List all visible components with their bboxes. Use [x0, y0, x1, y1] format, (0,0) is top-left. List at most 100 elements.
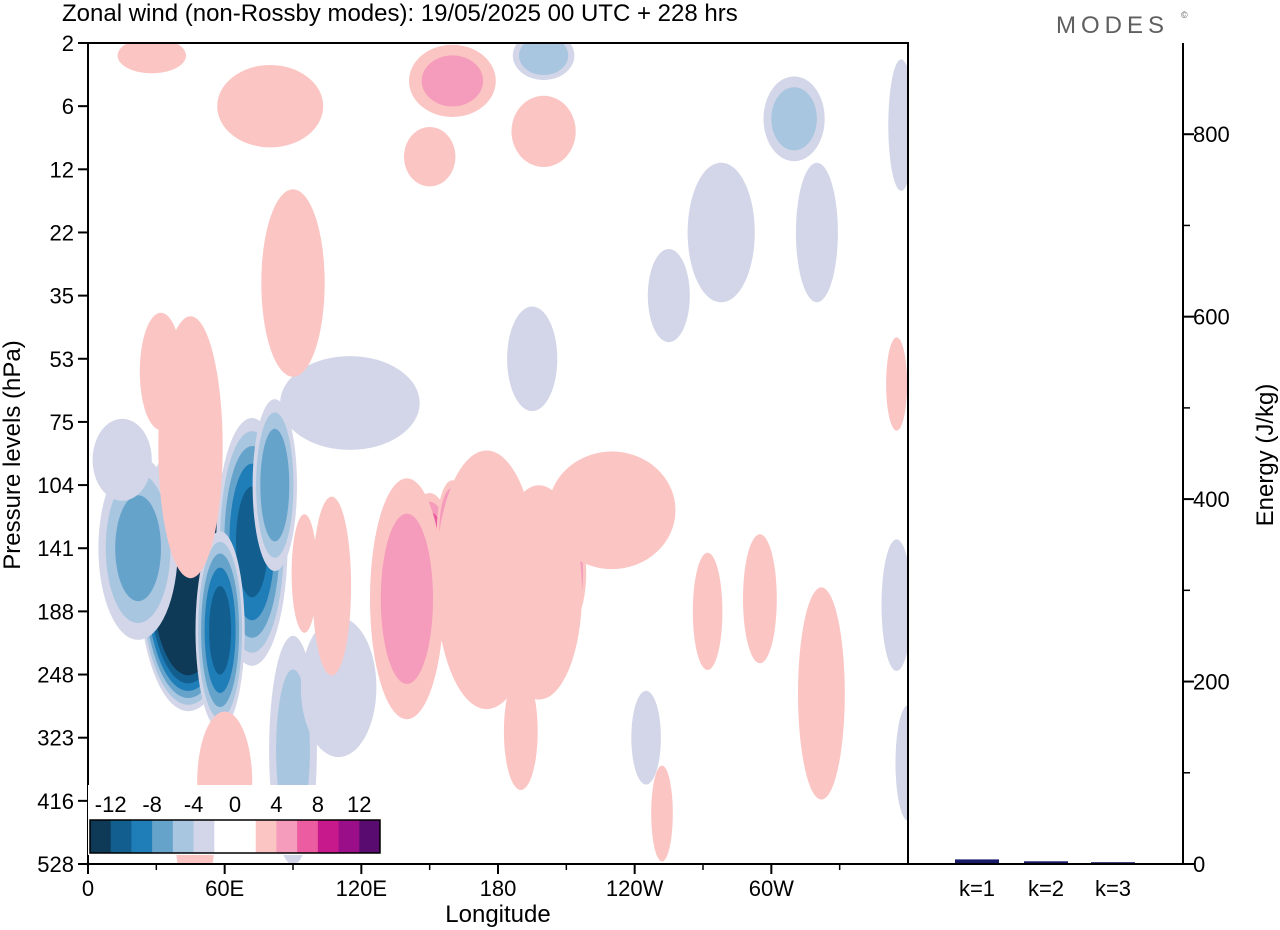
wind-contour — [404, 127, 456, 187]
colorbar-swatch — [172, 820, 195, 853]
wind-contour — [881, 539, 908, 671]
wind-contour — [507, 306, 558, 412]
wind-contour — [743, 534, 777, 664]
colorbar-label: -12 — [95, 792, 127, 817]
wind-contour — [291, 514, 318, 633]
wind-contour — [92, 418, 152, 501]
energy-bar — [1024, 861, 1068, 864]
y-tick-label: 104 — [37, 473, 74, 498]
logo-copyright-mark: © — [1181, 10, 1188, 20]
colorbar-label: 12 — [347, 792, 371, 817]
colorbar: -12 -8 -4 0 4 8 12 — [88, 785, 382, 855]
colorbar-swatch — [317, 820, 340, 853]
wind-contour — [117, 43, 186, 74]
colorbar-swatch — [297, 820, 319, 853]
chart-title: Zonal wind (non-Rossby modes): 19/05/202… — [62, 0, 738, 27]
y-tick-label: 12 — [50, 157, 74, 182]
colorbar-swatch — [235, 820, 257, 853]
wind-contour — [647, 249, 690, 343]
wind-contour — [888, 59, 908, 191]
wind-contour — [771, 87, 817, 151]
energy-axis-label: Energy (J/kg) — [1252, 384, 1279, 527]
wind-contour — [631, 690, 661, 785]
wind-contour — [139, 312, 182, 430]
colorbar-swatch — [276, 820, 298, 853]
wind-contour — [692, 552, 723, 671]
x-axis-label: Longitude — [445, 901, 550, 928]
y-tick-label: 416 — [37, 789, 74, 814]
y-tick-label: 35 — [50, 284, 74, 309]
wind-contour — [687, 162, 755, 303]
energy-bar — [955, 859, 999, 864]
x-tick-label: 60W — [749, 876, 794, 901]
wind-contour — [511, 95, 576, 167]
colorbar-label: -4 — [184, 792, 204, 817]
energy-tick-label: 800 — [1193, 122, 1230, 147]
heatmap-panel: 0 60E 120E 180 120W 60W 2 6 12 22 35 53 75 104 141 188… — [0, 31, 909, 928]
colorbar-label: -8 — [142, 792, 162, 817]
x-axis: 0 60E 120E 180 120W 60W — [82, 864, 841, 901]
wind-contour — [519, 43, 569, 76]
wind-field — [92, 43, 908, 864]
wind-contour — [886, 337, 908, 431]
colorbar-swatch — [359, 820, 381, 853]
energy-tick-label: 200 — [1193, 670, 1230, 695]
colorbar-swatch — [90, 820, 112, 853]
energy-axis: 0 200 400 600 800 — [1183, 122, 1230, 877]
y-axis-label: Pressure levels (hPa) — [0, 340, 26, 569]
wind-contour — [798, 587, 845, 800]
energy-panel: k=1 k=2 k=3 0 200 400 600 800 Energy (J/kg) — [908, 43, 1279, 901]
y-tick-label: 6 — [62, 94, 74, 119]
colorbar-label: 8 — [312, 792, 324, 817]
colorbar-label: 0 — [229, 792, 241, 817]
colorbar-swatch — [255, 820, 277, 853]
y-tick-label: 141 — [37, 536, 74, 561]
wind-contour — [795, 162, 838, 303]
y-axis: 2 6 12 22 35 53 75 104 141 188 248 323 416 528 — [37, 31, 88, 877]
wind-contour — [280, 356, 420, 450]
wind-contour — [209, 586, 232, 675]
x-tick-label: 120E — [336, 876, 387, 901]
wind-contour — [503, 672, 538, 791]
wind-contour — [260, 428, 290, 542]
y-tick-label: 75 — [50, 410, 74, 435]
x-tick-label: 0 — [82, 876, 94, 901]
energy-tick-label: 400 — [1193, 487, 1230, 512]
field-layer — [92, 43, 908, 864]
colorbar-swatch — [131, 820, 153, 853]
colorbar-label: 4 — [270, 792, 282, 817]
x-tick-label: 120W — [606, 876, 664, 901]
modes-logo: MODES — [1056, 12, 1169, 39]
y-tick-label: 248 — [37, 663, 74, 688]
x-tick-label: 180 — [480, 876, 517, 901]
wind-contour — [421, 55, 484, 107]
colorbar-swatch — [214, 820, 236, 853]
colorbar-swatch — [110, 820, 132, 853]
energy-tick-label: 0 — [1193, 852, 1205, 877]
energy-category-label: k=1 — [959, 876, 995, 901]
wind-contour — [435, 450, 538, 710]
energy-tick-label: 600 — [1193, 305, 1230, 330]
energy-category-label: k=2 — [1028, 876, 1064, 901]
wind-contour — [548, 451, 676, 570]
y-tick-label: 188 — [37, 599, 74, 624]
energy-bars: k=1 k=2 k=3 — [955, 859, 1135, 901]
x-tick-label: 60E — [205, 876, 244, 901]
colorbar-swatch — [152, 820, 174, 853]
y-tick-label: 528 — [37, 852, 74, 877]
energy-category-label: k=3 — [1095, 876, 1131, 901]
y-tick-label: 53 — [50, 347, 74, 372]
colorbar-swatch — [338, 820, 360, 853]
y-tick-label: 323 — [37, 726, 74, 751]
colorbar-swatch — [193, 820, 215, 853]
wind-contour — [261, 189, 325, 377]
y-tick-label: 22 — [50, 220, 74, 245]
colorbar-frame — [89, 819, 381, 854]
wind-contour — [312, 496, 352, 676]
wind-contour — [217, 65, 324, 148]
y-tick-label: 2 — [62, 31, 74, 56]
wind-contour — [651, 765, 673, 862]
wind-contour — [895, 705, 908, 821]
wind-contour — [115, 495, 161, 602]
